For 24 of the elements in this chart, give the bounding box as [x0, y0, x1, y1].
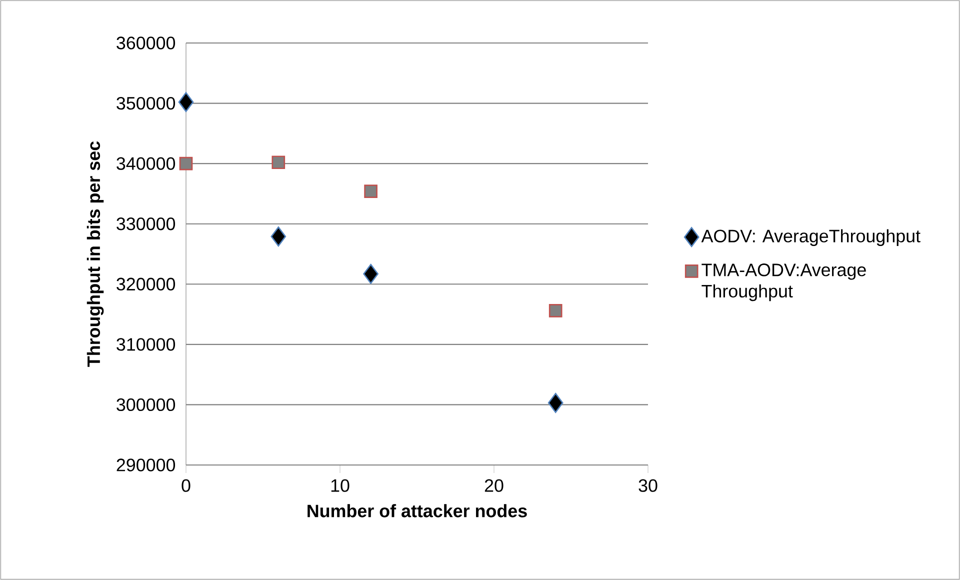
point: [364, 184, 378, 198]
legend-label: TMA-AODV:Average Throughput: [702, 264, 866, 302]
y-tick-label: 290000: [116, 458, 176, 472]
x-tick-label: 0: [182, 479, 190, 492]
point: [548, 392, 564, 413]
legend-label: AODV: AverageThroughput: [701, 229, 920, 246]
x-tick-label: 10: [331, 479, 350, 492]
point: [178, 92, 194, 112]
x-axis-title: Number of attacker nodes: [308, 504, 527, 518]
point: [272, 156, 286, 170]
y-tick-label: 300000: [116, 398, 176, 412]
point: [363, 264, 378, 284]
y-tick-label: 310000: [116, 338, 176, 351]
x-tick-label: 20: [484, 479, 504, 492]
y-tick-label: 330000: [116, 218, 176, 230]
y-axis-title: Throughput in bits per sec: [86, 141, 104, 367]
y-tick-label: 340000: [116, 157, 176, 170]
y-tick-label: 360000: [116, 36, 176, 50]
y-tick-label: 350000: [116, 96, 176, 110]
point: [179, 156, 193, 170]
point: [270, 226, 286, 247]
point: [548, 304, 562, 318]
y-tick-label: 320000: [116, 278, 176, 290]
x-tick-label: 30: [638, 479, 658, 492]
